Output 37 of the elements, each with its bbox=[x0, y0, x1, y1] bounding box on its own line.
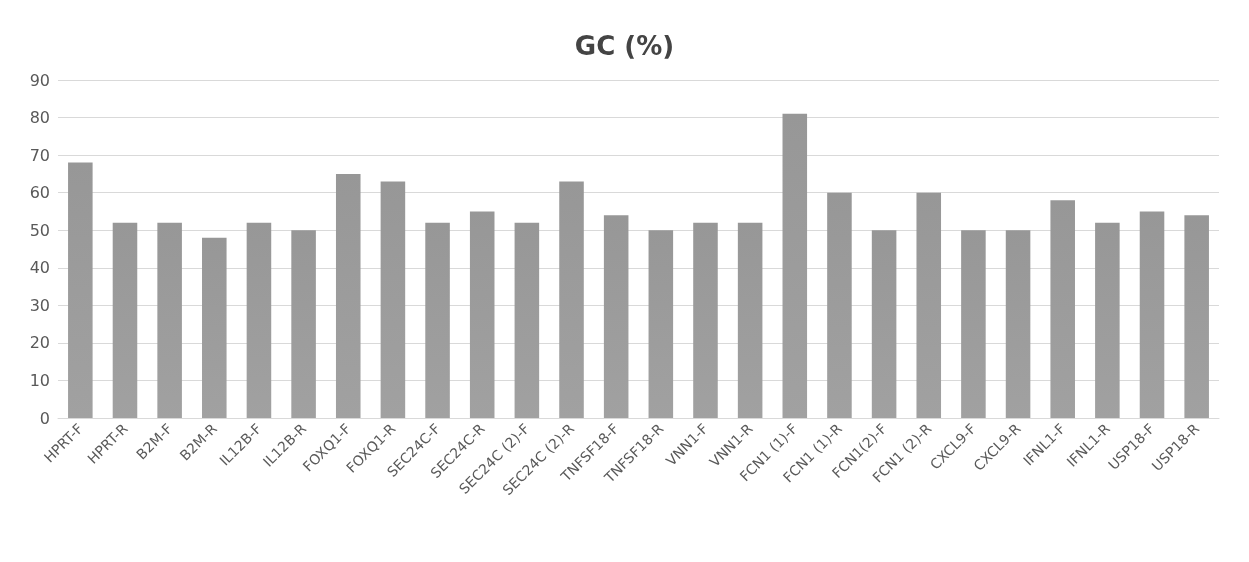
bar bbox=[425, 222, 450, 418]
y-tick-label: 90 bbox=[29, 70, 50, 90]
bar bbox=[291, 230, 316, 418]
bar bbox=[202, 237, 227, 418]
y-tick-label: 10 bbox=[29, 370, 50, 390]
bar bbox=[469, 211, 495, 418]
bar bbox=[112, 222, 138, 418]
bar bbox=[1139, 211, 1165, 418]
y-tick-label: 40 bbox=[29, 258, 50, 278]
bar bbox=[559, 181, 584, 418]
bar bbox=[782, 113, 808, 418]
bar bbox=[1050, 200, 1075, 418]
bar bbox=[737, 222, 763, 418]
bar bbox=[603, 215, 629, 418]
bar bbox=[648, 230, 674, 418]
bar bbox=[871, 230, 897, 418]
bar bbox=[1184, 215, 1209, 418]
y-tick-label: 80 bbox=[29, 108, 50, 128]
bar bbox=[514, 222, 540, 418]
bar bbox=[380, 181, 406, 418]
bar bbox=[335, 173, 361, 418]
y-tick-label: 70 bbox=[29, 145, 50, 165]
y-tick-label: 30 bbox=[29, 295, 50, 315]
bar bbox=[68, 162, 93, 418]
y-tick-label: 50 bbox=[29, 220, 50, 240]
bar bbox=[1005, 230, 1031, 418]
bar bbox=[827, 192, 852, 418]
bar bbox=[157, 222, 182, 418]
y-tick-label: 0 bbox=[39, 408, 50, 428]
y-tick-label: 60 bbox=[29, 183, 50, 203]
bar bbox=[916, 192, 942, 418]
y-tick-label: 20 bbox=[29, 333, 50, 353]
bar bbox=[246, 222, 272, 418]
bar bbox=[693, 222, 718, 418]
bar bbox=[1095, 222, 1120, 418]
bar bbox=[961, 230, 986, 418]
chart-title: GC (%) bbox=[574, 31, 675, 61]
